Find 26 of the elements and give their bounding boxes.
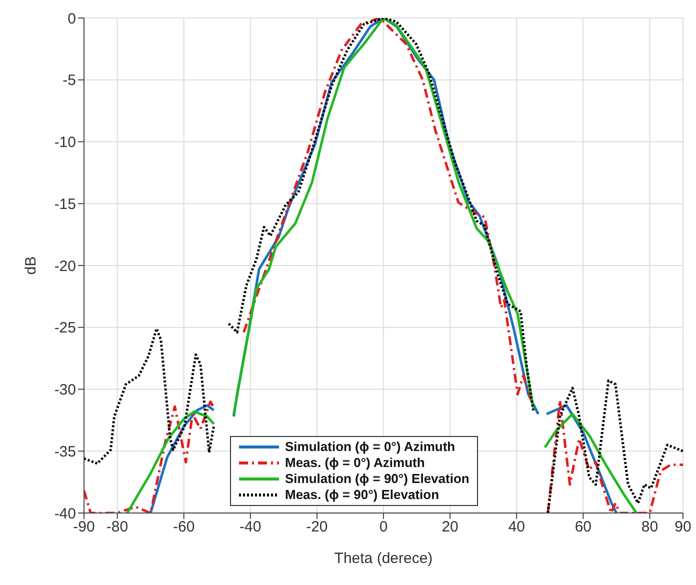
y-tick-label: -10 — [54, 134, 76, 152]
legend-label: Meas. (ϕ = 0°) Azimuth — [285, 455, 425, 471]
x-tick-label: 0 — [379, 518, 388, 536]
x-tick-label: 60 — [574, 518, 592, 536]
x-tick-label: -60 — [172, 518, 195, 536]
x-tick-label: -40 — [240, 518, 262, 536]
y-tick-label: -40 — [54, 505, 76, 522]
y-tick-label: -5 — [62, 72, 76, 90]
y-axis-title: dB — [22, 256, 40, 275]
x-axis-title: Theta (derece) — [334, 550, 433, 567]
y-tick-label: -35 — [54, 443, 76, 460]
y-tick-label: -15 — [54, 196, 76, 213]
y-tick-label: 0 — [68, 10, 76, 28]
x-tick-label: 20 — [442, 518, 458, 536]
legend-label: Simulation (ϕ = 90°) Elevation — [285, 471, 470, 487]
y-tick-label: -20 — [54, 258, 76, 275]
y-tick-label: -30 — [54, 382, 76, 399]
legend-label: Simulation (ϕ = 0°) Azimuth — [285, 439, 456, 455]
legend-label: Meas. (ϕ = 90°) Elevation — [285, 487, 440, 503]
x-tick-label: 90 — [674, 518, 692, 536]
x-tick-label: 40 — [508, 518, 525, 536]
x-tick-label: -90 — [73, 518, 95, 536]
y-tick-label: -25 — [54, 320, 76, 337]
x-tick-label: 80 — [641, 518, 658, 536]
x-tick-label: -20 — [306, 518, 328, 536]
x-tick-label: -80 — [106, 518, 128, 536]
